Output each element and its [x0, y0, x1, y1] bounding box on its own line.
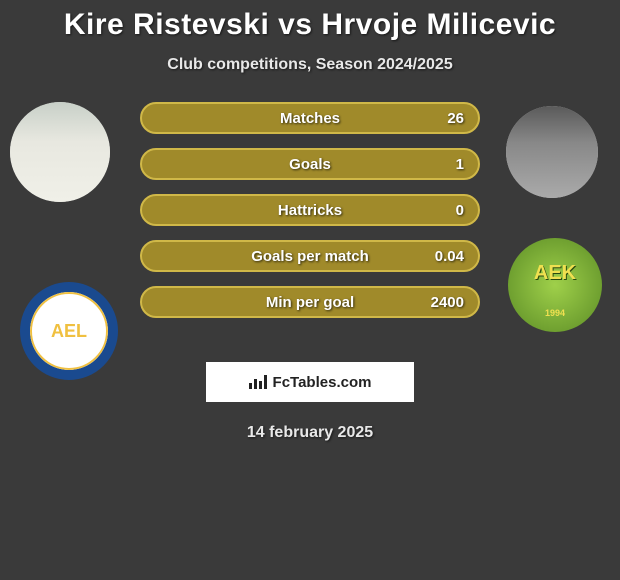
stat-bar-goals: Goals 1: [140, 148, 480, 180]
stat-bar-min-per-goal: Min per goal 2400: [140, 286, 480, 318]
stat-value: 2400: [431, 294, 464, 311]
subtitle: Club competitions, Season 2024/2025: [167, 56, 452, 74]
player-right-photo: [506, 106, 598, 198]
club-right-logo: AEK 1994: [508, 238, 602, 332]
stat-value: 0: [456, 202, 464, 219]
stat-label: Hattricks: [278, 202, 342, 219]
stat-bar-hattricks: Hattricks 0: [140, 194, 480, 226]
date-label: 14 february 2025: [247, 424, 373, 442]
stat-bar-goals-per-match: Goals per match 0.04: [140, 240, 480, 272]
club-left-short: AEL: [51, 321, 87, 342]
page-title: Kire Ristevski vs Hrvoje Milicevic: [64, 8, 556, 42]
stats-area: AEL AEK 1994 Matches 26 Goals 1 Hattrick…: [0, 102, 620, 318]
stat-label: Matches: [280, 110, 340, 127]
stat-label: Goals per match: [251, 248, 369, 265]
bar-chart-icon: [249, 375, 267, 389]
club-left-inner: AEL: [30, 292, 108, 370]
player-left-photo: [10, 102, 110, 202]
stat-label: Goals: [289, 156, 331, 173]
club-right-year: 1994: [545, 308, 565, 318]
stat-value: 1: [456, 156, 464, 173]
avatar-placeholder: [506, 106, 598, 198]
stat-label: Min per goal: [266, 294, 354, 311]
fctables-badge: FcTables.com: [206, 362, 414, 402]
club-left-logo: AEL: [20, 282, 118, 380]
stat-value: 26: [447, 110, 464, 127]
stat-bars: Matches 26 Goals 1 Hattricks 0 Goals per…: [140, 102, 480, 318]
avatar-placeholder: [10, 102, 110, 202]
club-right-short: AEK: [534, 262, 576, 285]
stat-value: 0.04: [435, 248, 464, 265]
stat-bar-matches: Matches 26: [140, 102, 480, 134]
fctables-label: FcTables.com: [273, 374, 372, 391]
